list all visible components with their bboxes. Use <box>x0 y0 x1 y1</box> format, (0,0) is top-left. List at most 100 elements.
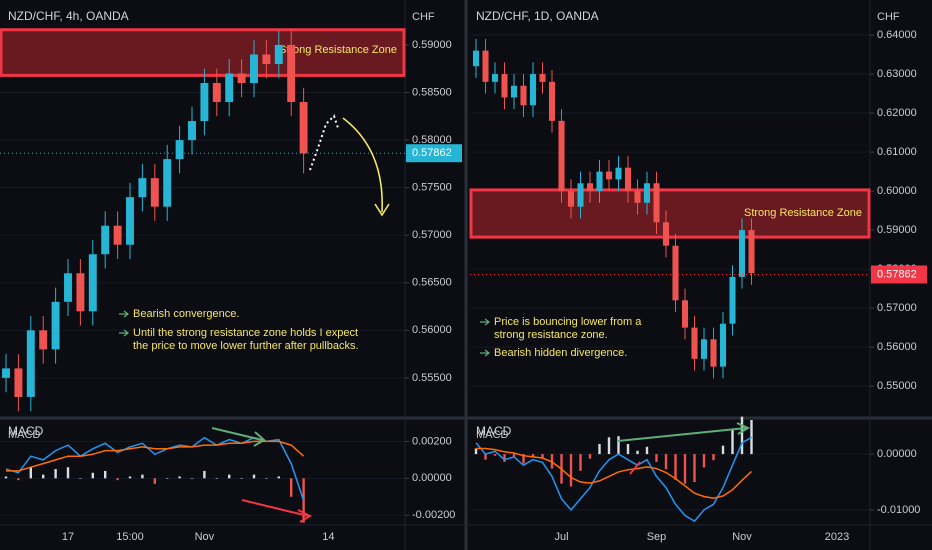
last-price-box <box>406 144 462 163</box>
histogram-bar <box>166 478 169 479</box>
bullet-arrow <box>480 318 490 326</box>
macd-line <box>476 447 753 499</box>
y-tick-label: 0.61000 <box>877 146 917 158</box>
histogram-bar <box>484 454 487 460</box>
histogram-bar <box>702 454 706 468</box>
candle-body <box>51 301 60 350</box>
x-tick-label: Nov <box>195 531 215 543</box>
candle-body <box>482 50 489 82</box>
x-tick-label: Jul <box>554 531 568 543</box>
chart-title: NZD/CHF, 1D, OANDA <box>476 9 599 23</box>
y-tick-label: 0.59000 <box>877 224 917 236</box>
candle-body <box>113 225 122 245</box>
candle-body <box>188 121 196 141</box>
macd-line <box>6 440 305 472</box>
histogram-bar <box>17 478 20 481</box>
annotation: the price to move lower further after pu… <box>133 340 359 352</box>
x-tick-label: Sep <box>647 531 667 543</box>
candle-body <box>101 225 110 255</box>
y-tick-label: 0.00000 <box>412 472 452 484</box>
bullet-arrow <box>480 349 490 357</box>
candle-body <box>2 368 10 378</box>
y-axis-label: CHF <box>877 11 900 23</box>
annotation: Until the strong resistance zone holds I… <box>133 327 358 339</box>
histogram-bar <box>141 474 144 479</box>
candle-body <box>748 230 755 274</box>
candle-body <box>510 85 518 98</box>
histogram-bar <box>104 470 107 479</box>
y-tick-label: 0.58500 <box>412 86 452 98</box>
candle-body <box>681 300 689 328</box>
annotation: Bearish hidden divergence. <box>494 347 627 359</box>
candle-body <box>567 191 575 207</box>
chart-title: NZD/CHF, 4h, OANDA <box>8 9 129 23</box>
histogram-bar <box>474 448 478 455</box>
histogram-bar <box>277 476 280 479</box>
resistance-zone <box>0 28 406 77</box>
histogram-bar <box>674 454 677 480</box>
panel-title: MACD <box>8 429 40 441</box>
y-tick-label: -0.00200 <box>412 509 455 521</box>
x-tick-label: Nov <box>732 531 752 543</box>
y-tick-label: 0.55000 <box>877 380 917 392</box>
candle-body <box>200 83 209 122</box>
histogram-bar <box>66 467 70 479</box>
candle-body <box>653 183 660 223</box>
histogram-bar <box>4 476 8 479</box>
histogram-bar <box>522 454 525 464</box>
candle-body <box>150 178 159 207</box>
y-tick-label: 0.64000 <box>877 29 917 41</box>
candle-body <box>163 159 172 207</box>
candle-body <box>76 273 85 312</box>
candle-body <box>26 330 35 397</box>
histogram-bar <box>617 436 620 455</box>
macd-line <box>475 436 752 523</box>
trend-arrow-head <box>253 431 266 447</box>
trend-line <box>211 427 263 441</box>
histogram-bar <box>683 454 687 484</box>
candle-body <box>138 178 147 198</box>
y-tick-label: 0.58000 <box>412 134 452 146</box>
candle-body <box>558 120 565 192</box>
trend-arrow-head <box>736 422 751 435</box>
histogram-bar <box>512 454 516 458</box>
candle-body <box>287 44 296 103</box>
y-tick-label: 0.62000 <box>877 107 917 119</box>
histogram-bar <box>655 454 658 462</box>
candle-body <box>710 339 717 367</box>
histogram-bar <box>712 454 715 461</box>
layer: 0.55500 0.56000 0.56500 0.57000 0.57500 0.580… <box>0 9 927 543</box>
y-tick-label: -0.01000 <box>877 504 920 516</box>
candle-body <box>596 171 603 192</box>
bullet-arrow <box>119 329 129 337</box>
histogram-bar <box>215 478 218 479</box>
candle-body <box>175 140 184 160</box>
last-price-label: 0.57862 <box>877 268 917 280</box>
y-tick-label: 0.00200 <box>412 435 452 447</box>
histogram-bar <box>228 474 231 479</box>
y-tick-label: 0.55500 <box>412 372 452 384</box>
candle-body <box>529 74 537 106</box>
candle-body <box>225 73 234 103</box>
histogram-bar <box>79 478 82 479</box>
annotation: Price is bouncing lower from a <box>494 316 642 328</box>
histogram-bar <box>731 429 734 455</box>
candle-body <box>299 102 308 154</box>
histogram-bar <box>153 478 156 484</box>
histogram-bar <box>693 454 696 482</box>
candle-body <box>672 245 679 301</box>
chart-title: MACD <box>476 424 512 438</box>
candle-body <box>624 167 632 192</box>
zone-label: Strong Resistance Zone <box>279 44 397 56</box>
histogram-bar <box>645 446 649 455</box>
candle-body <box>14 368 23 397</box>
candle-body <box>64 273 72 302</box>
histogram-bar <box>190 478 194 479</box>
y-tick-label: 0.59000 <box>412 39 452 51</box>
y-tick-label: 0.56500 <box>412 277 452 289</box>
candle-body <box>472 50 480 67</box>
histogram-bar <box>721 445 725 455</box>
candle-body <box>88 254 97 312</box>
candle-body <box>274 44 283 64</box>
histogram-bar <box>569 454 573 487</box>
